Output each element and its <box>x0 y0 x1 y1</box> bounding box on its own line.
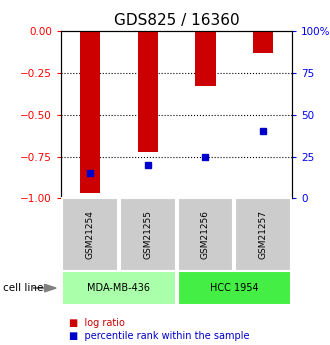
Text: MDA-MB-436: MDA-MB-436 <box>87 283 150 293</box>
Text: ■  log ratio: ■ log ratio <box>69 318 125 327</box>
Text: ■  percentile rank within the sample: ■ percentile rank within the sample <box>69 332 250 341</box>
Text: GSM21257: GSM21257 <box>259 210 268 259</box>
Bar <box>138 31 158 151</box>
Text: HCC 1954: HCC 1954 <box>210 283 259 293</box>
Text: GSM21256: GSM21256 <box>201 210 210 259</box>
Bar <box>195 31 215 86</box>
Bar <box>80 31 100 193</box>
Text: GSM21254: GSM21254 <box>85 210 94 259</box>
Title: GDS825 / 16360: GDS825 / 16360 <box>114 13 239 29</box>
Text: cell line: cell line <box>3 283 44 293</box>
Text: GSM21255: GSM21255 <box>143 210 152 259</box>
Bar <box>253 31 273 53</box>
